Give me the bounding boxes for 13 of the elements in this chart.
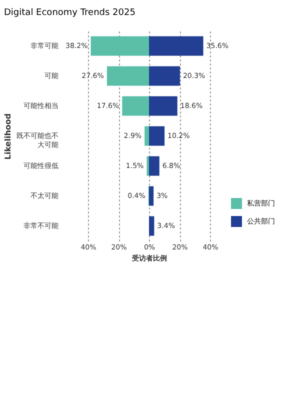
bar: [90, 36, 149, 56]
y-axis-title: Likelihood: [4, 113, 12, 160]
bar: [106, 66, 149, 86]
bar: [149, 156, 160, 176]
chart-title: Digital Economy Trends 2025: [4, 8, 136, 18]
bar: [149, 126, 165, 146]
bar: [149, 186, 154, 206]
bar: [144, 126, 149, 146]
bar: [149, 66, 180, 86]
bar: [122, 96, 149, 116]
bar: [149, 36, 204, 56]
bar: [149, 96, 178, 116]
bar: [149, 216, 154, 236]
